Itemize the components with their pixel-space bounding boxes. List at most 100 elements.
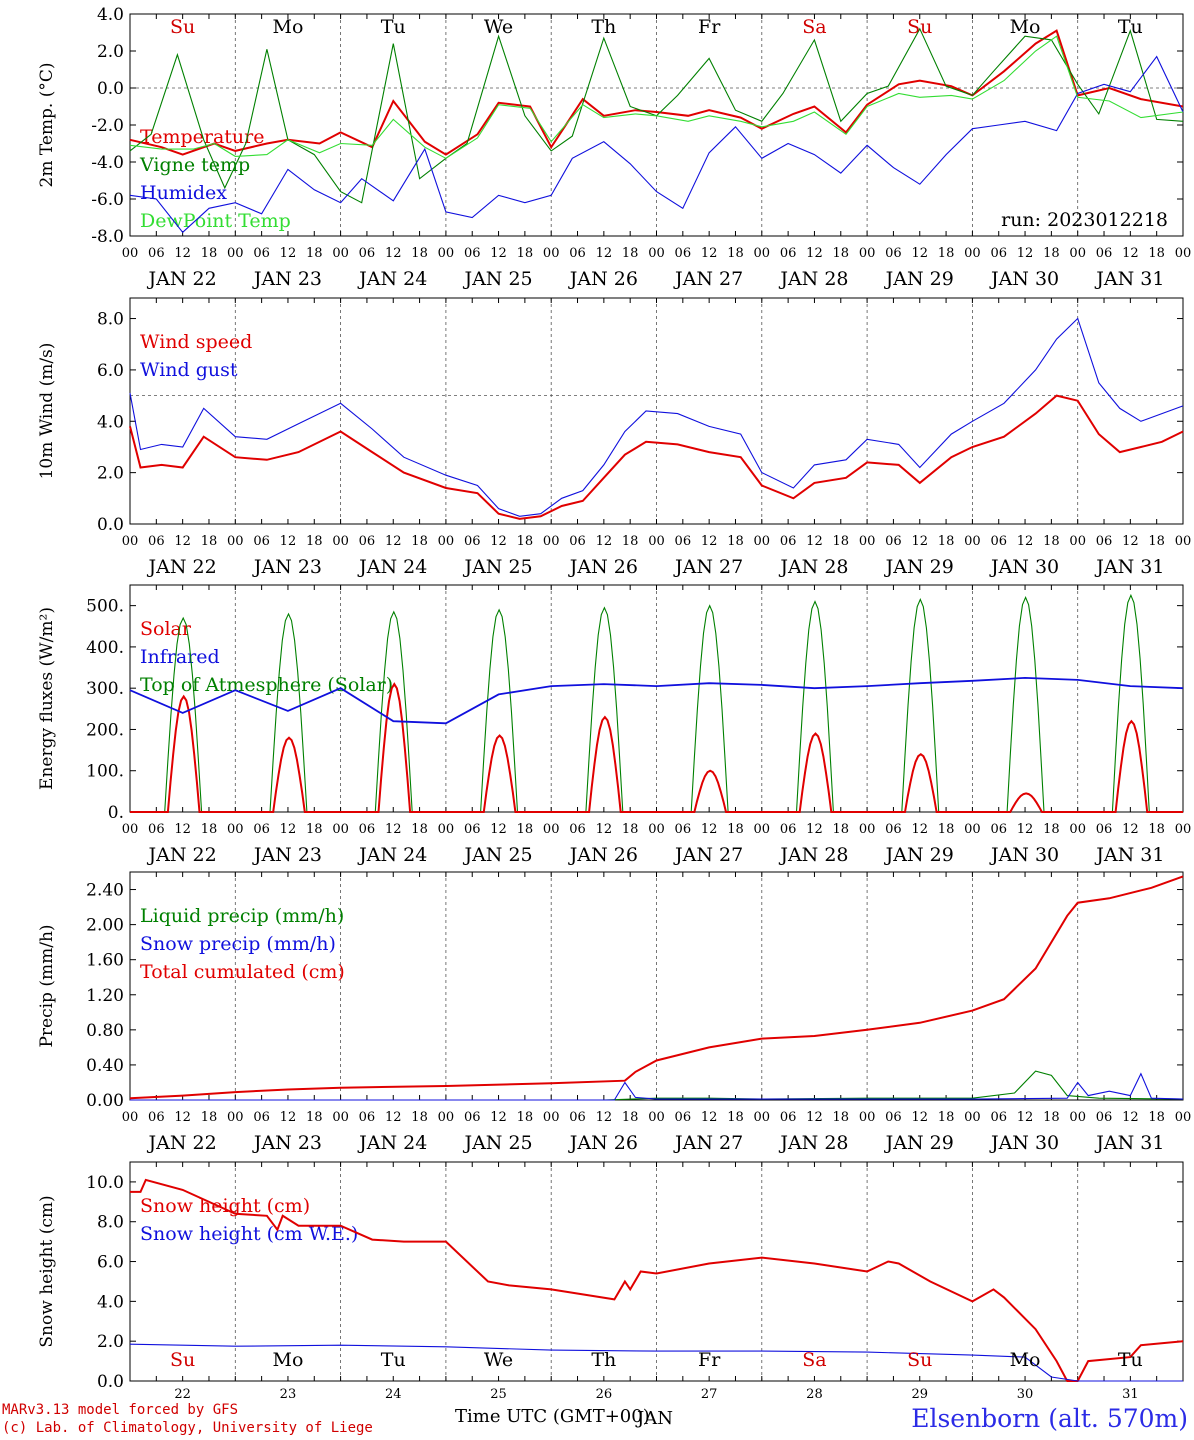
hour-label: 18 bbox=[622, 822, 639, 837]
hour-label: 06 bbox=[990, 534, 1007, 549]
legend-label: Humidex bbox=[140, 182, 227, 204]
hour-label: 00 bbox=[859, 246, 876, 261]
hour-label: 12 bbox=[701, 1110, 718, 1125]
hour-label: 12 bbox=[806, 246, 823, 261]
hour-label: 00 bbox=[859, 1110, 876, 1125]
day-label: JAN 25 bbox=[462, 1132, 532, 1154]
hour-label: 00 bbox=[438, 1110, 455, 1125]
hour-label: 00 bbox=[964, 1110, 981, 1125]
y-tick-label: 4.0 bbox=[97, 5, 124, 25]
day-label: JAN 26 bbox=[568, 268, 638, 290]
series-line bbox=[129, 27, 1184, 204]
bottom-day-number: 27 bbox=[701, 1387, 718, 1402]
legend-label: Infrared bbox=[140, 646, 220, 668]
hour-label: 06 bbox=[675, 534, 692, 549]
hour-label: 00 bbox=[438, 822, 455, 837]
bottom-day-number: 24 bbox=[385, 1387, 402, 1402]
hour-label: 00 bbox=[648, 1110, 665, 1125]
hour-label: 18 bbox=[306, 1110, 323, 1125]
y-tick-label: 10.0 bbox=[86, 1173, 124, 1193]
hour-label: 18 bbox=[833, 534, 850, 549]
day-label: JAN 26 bbox=[568, 1132, 638, 1154]
hour-label: 18 bbox=[306, 822, 323, 837]
hour-label: 12 bbox=[490, 534, 507, 549]
hour-label: 18 bbox=[1148, 246, 1165, 261]
hour-label: 00 bbox=[332, 822, 349, 837]
hour-label: 12 bbox=[1122, 246, 1139, 261]
station-name: Elsenborn (alt. 570m) bbox=[911, 1404, 1188, 1433]
hour-label: 06 bbox=[885, 1110, 902, 1125]
bottom-weekday-label: Su bbox=[170, 1349, 195, 1371]
hour-label: 00 bbox=[227, 1110, 244, 1125]
series-line bbox=[129, 35, 1184, 159]
hour-label: 18 bbox=[938, 246, 955, 261]
y-axis-title: Snow height (cm) bbox=[37, 1195, 57, 1347]
hour-label: 06 bbox=[148, 246, 165, 261]
hour-label: 00 bbox=[964, 246, 981, 261]
day-label: JAN 23 bbox=[252, 1132, 322, 1154]
hour-label: 06 bbox=[1096, 246, 1113, 261]
hour-label: 06 bbox=[780, 246, 797, 261]
hour-label: 06 bbox=[148, 1110, 165, 1125]
hour-label: 06 bbox=[253, 1110, 270, 1125]
y-axis-title: Energy fluxes (W/m²) bbox=[37, 607, 57, 790]
infrared-line bbox=[129, 676, 1184, 725]
hour-label: 06 bbox=[885, 822, 902, 837]
day-label: JAN 24 bbox=[357, 268, 427, 290]
hour-label: 12 bbox=[596, 246, 613, 261]
hour-label: 18 bbox=[517, 534, 534, 549]
day-label: JAN 25 bbox=[462, 556, 532, 578]
hour-label: 12 bbox=[1017, 1110, 1034, 1125]
day-label: JAN 30 bbox=[989, 844, 1059, 866]
hour-label: 06 bbox=[569, 1110, 586, 1125]
hour-label: 12 bbox=[280, 1110, 297, 1125]
y-tick-label: 0. bbox=[108, 803, 124, 823]
day-label: JAN 26 bbox=[568, 844, 638, 866]
hour-label: 12 bbox=[596, 534, 613, 549]
y-tick-label: 1.60 bbox=[86, 951, 124, 971]
hour-label: 18 bbox=[727, 534, 744, 549]
day-label: JAN 30 bbox=[989, 268, 1059, 290]
hour-label: 00 bbox=[543, 822, 560, 837]
hour-label: 00 bbox=[438, 534, 455, 549]
hour-label: 00 bbox=[1175, 246, 1192, 261]
y-tick-label: 1.20 bbox=[86, 986, 124, 1006]
hour-label: 00 bbox=[122, 1110, 139, 1125]
hour-label: 06 bbox=[990, 822, 1007, 837]
y-tick-label: 0.40 bbox=[86, 1056, 124, 1076]
y-tick-label: 4.0 bbox=[97, 412, 124, 432]
weekday-label: Su bbox=[907, 16, 932, 38]
legend-label: Solar bbox=[140, 618, 192, 640]
bottom-day-number: 28 bbox=[806, 1387, 823, 1402]
hour-label: 18 bbox=[938, 822, 955, 837]
legend-label: Top of Atmesphere (Solar) bbox=[140, 674, 393, 696]
legend-label: Liquid precip (mm/h) bbox=[140, 905, 344, 927]
legend-label: Vigne temp bbox=[139, 154, 250, 176]
hour-label: 12 bbox=[701, 822, 718, 837]
y-tick-label: 6.0 bbox=[97, 361, 124, 381]
y-tick-label: 8.0 bbox=[97, 1213, 124, 1233]
weekday-label: Sa bbox=[802, 16, 826, 38]
y-tick-label: -6.0 bbox=[91, 190, 124, 210]
series-line bbox=[129, 29, 1184, 156]
hour-label: 06 bbox=[1096, 534, 1113, 549]
hour-label: 18 bbox=[1043, 1110, 1060, 1125]
hour-label: 06 bbox=[675, 1110, 692, 1125]
day-label: JAN 30 bbox=[989, 556, 1059, 578]
day-label: JAN 25 bbox=[462, 268, 532, 290]
hour-label: 06 bbox=[990, 246, 1007, 261]
hour-label: 06 bbox=[990, 1110, 1007, 1125]
hour-label: 06 bbox=[569, 246, 586, 261]
y-tick-label: 500. bbox=[86, 597, 124, 617]
weekday-label: Mo bbox=[1010, 16, 1041, 38]
hour-label: 18 bbox=[1043, 534, 1060, 549]
y-axis-title: Precip (mm/h) bbox=[37, 924, 57, 1047]
hour-label: 18 bbox=[727, 822, 744, 837]
weekday-label: Fr bbox=[698, 16, 721, 38]
day-label: JAN 22 bbox=[147, 844, 217, 866]
day-label: JAN 24 bbox=[357, 1132, 427, 1154]
hour-label: 18 bbox=[411, 534, 428, 549]
bottom-weekday-label: Su bbox=[907, 1349, 932, 1371]
hour-label: 00 bbox=[122, 246, 139, 261]
